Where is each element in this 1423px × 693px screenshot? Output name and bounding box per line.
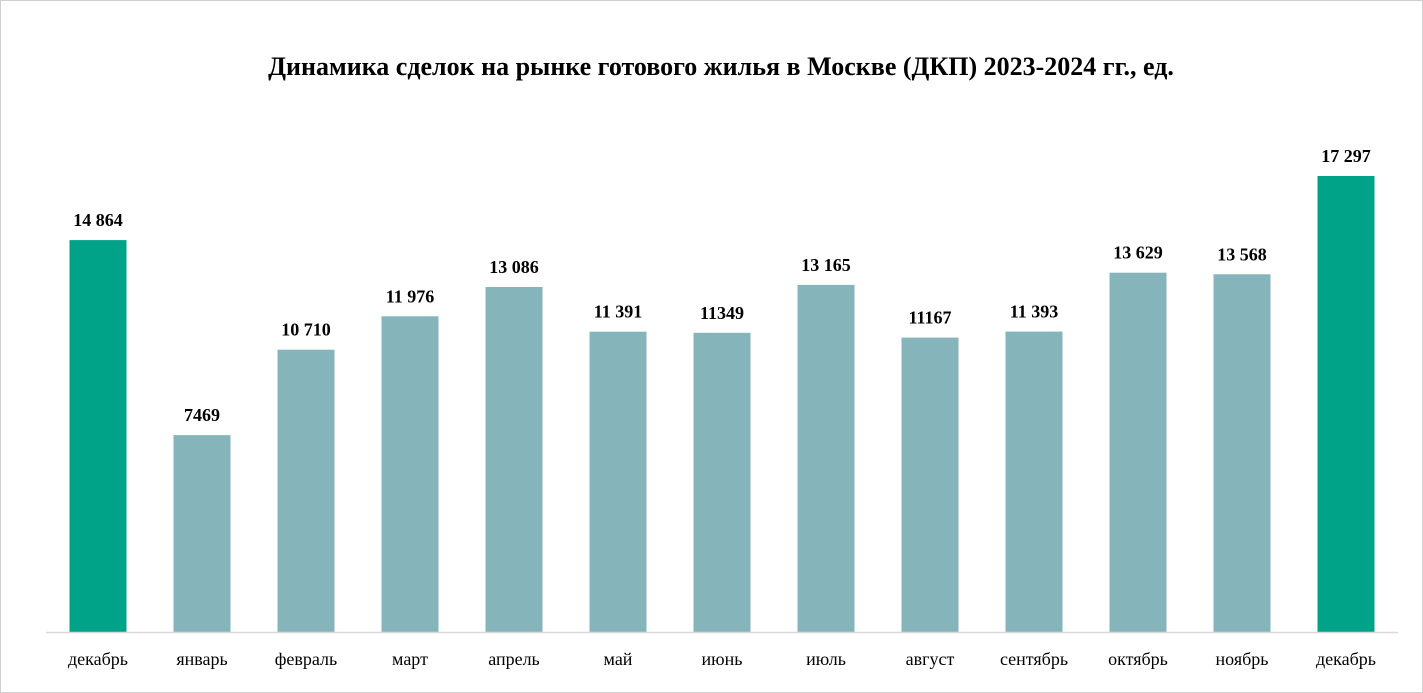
bar-10: [1005, 331, 1063, 632]
value-label-8: 13 165: [801, 255, 851, 275]
bar-2: [173, 435, 231, 632]
bar-12: [1213, 274, 1271, 632]
bar-7: [693, 332, 751, 632]
value-label-2: 7469: [184, 405, 220, 425]
value-label-4: 11 976: [386, 286, 435, 306]
bar-9: [901, 337, 959, 632]
bar-6: [589, 331, 647, 632]
category-label-4: март: [392, 649, 428, 669]
bar-1: [69, 240, 127, 632]
value-label-10: 11 393: [1010, 302, 1059, 322]
value-label-11: 13 629: [1113, 243, 1163, 263]
category-label-8: июль: [806, 649, 846, 669]
category-label-7: июнь: [702, 649, 743, 669]
chart-title: Динамика сделок на рынке готового жилья …: [268, 52, 1174, 81]
category-label-1: декабрь: [68, 649, 128, 669]
category-label-6: май: [604, 649, 633, 669]
category-label-5: апрель: [488, 649, 540, 669]
category-label-3: февраль: [275, 649, 338, 669]
bar-13: [1317, 176, 1375, 632]
bars-layer: [69, 176, 1375, 632]
category-label-13: декабрь: [1316, 649, 1376, 669]
category-label-2: январь: [176, 649, 227, 669]
category-labels-layer: декабрь январь февраль март апрель май июнь июл…: [68, 649, 1376, 669]
value-label-9: 11167: [908, 308, 951, 328]
category-label-10: сентябрь: [1000, 649, 1068, 669]
value-label-1: 14 864: [73, 210, 123, 230]
value-label-3: 10 710: [281, 320, 331, 340]
category-label-12: ноябрь: [1216, 649, 1269, 669]
value-labels-layer: 14 864 7469 10 710 11 976 13 086 11 391 11349 1…: [73, 146, 1371, 425]
category-label-9: август: [906, 649, 955, 669]
value-label-12: 13 568: [1217, 244, 1267, 264]
bar-11: [1109, 272, 1167, 632]
bar-5: [485, 287, 543, 632]
bar-3: [277, 349, 335, 632]
bar-8: [797, 284, 855, 632]
value-label-7: 11349: [700, 303, 744, 323]
bar-4: [381, 316, 439, 632]
value-label-5: 13 086: [489, 257, 539, 277]
value-label-6: 11 391: [594, 302, 643, 322]
category-label-11: октябрь: [1108, 649, 1168, 669]
value-label-13: 17 297: [1321, 146, 1371, 166]
